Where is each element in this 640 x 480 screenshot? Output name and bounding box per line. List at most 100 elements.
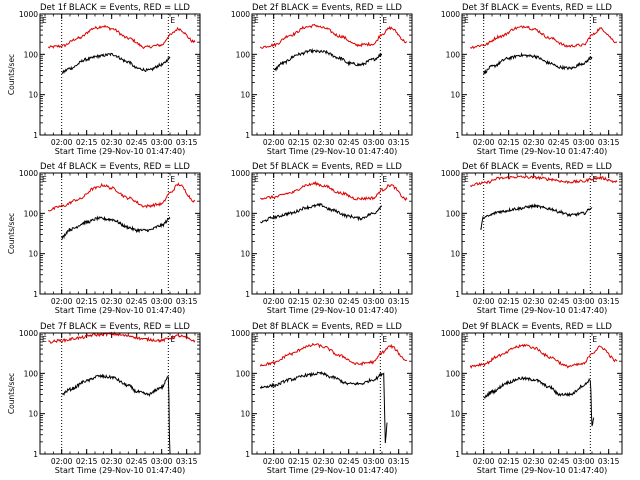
end-marker: E: [170, 335, 175, 344]
event-rate-line: [259, 370, 388, 444]
y-tick-label: 100: [446, 369, 461, 378]
x-tick-label: 03:00: [151, 457, 173, 466]
x-tick-label: 02:00: [263, 297, 285, 306]
x-tick-label: 02:30: [313, 138, 335, 147]
x-tick-label: 02:45: [126, 138, 148, 147]
end-marker: E: [170, 16, 175, 25]
x-tick-label: 03:15: [598, 457, 620, 466]
panel-8: Det 8f BLACK = Events, RED = LLD Start Ti…: [231, 322, 413, 475]
plot-frame: [461, 13, 623, 136]
end-marker: E: [592, 335, 597, 344]
event-rate-line: [480, 203, 593, 230]
x-tick-label: 02:00: [473, 457, 495, 466]
y-tick-label: 1000: [441, 10, 460, 19]
x-tick-label: 02:30: [101, 457, 123, 466]
y-tick-label: 1: [245, 450, 250, 459]
y-tick-label: 1000: [231, 10, 250, 19]
start-marker: E: [254, 16, 259, 25]
x-axis-label: Start Time (29-Nov-10 01:47:40): [267, 147, 397, 156]
x-tick-label: 03:15: [598, 138, 620, 147]
x-tick-label: 03:15: [176, 138, 198, 147]
x-tick-label: 02:15: [288, 457, 310, 466]
y-tick-label: 10: [450, 91, 460, 100]
y-tick-label: 1000: [19, 10, 38, 19]
event-rate-line: [61, 373, 172, 455]
event-rate-line: [273, 47, 382, 72]
lld-rate-line: [469, 175, 618, 188]
y-tick-label: 10: [240, 91, 250, 100]
plot-frame: [251, 172, 413, 295]
x-tick-label: 02:00: [263, 457, 285, 466]
x-tick-label: 03:15: [388, 297, 410, 306]
plot-frame: [251, 13, 413, 136]
panel-title: Det 1f BLACK = Events, RED = LLD: [40, 3, 190, 13]
x-tick-label: 02:00: [51, 297, 73, 306]
x-axis-label: Start Time (29-Nov-10 01:47:40): [477, 466, 607, 475]
y-tick-label: 10: [28, 91, 38, 100]
y-tick-label: 1000: [231, 329, 250, 338]
y-tick-label: 1: [245, 131, 250, 140]
x-tick-label: 03:00: [573, 457, 595, 466]
y-tick-label: 1: [455, 450, 460, 459]
panel-title: Det 8f BLACK = Events, RED = LLD: [252, 322, 402, 332]
x-tick-label: 03:15: [388, 457, 410, 466]
panel-title: Det 2f BLACK = Events, RED = LLD: [252, 3, 402, 13]
y-tick-label: 1: [33, 131, 38, 140]
panel-title: Det 6f BLACK = Events, RED = LLD: [462, 162, 612, 172]
x-tick-label: 02:30: [101, 138, 123, 147]
x-tick-label: 03:15: [176, 457, 198, 466]
x-tick-label: 02:15: [76, 138, 98, 147]
panel-title: Det 7f BLACK = Events, RED = LLD: [40, 322, 190, 332]
y-tick-label: 1000: [231, 169, 250, 178]
plot-frame: [461, 172, 623, 295]
lld-rate-line: [259, 180, 408, 202]
x-axis-label: Start Time (29-Nov-10 01:47:40): [267, 306, 397, 315]
panel-4: Det 4f BLACK = Events, RED = LLD Counts/s…: [7, 162, 201, 315]
x-tick-label: 02:45: [126, 297, 148, 306]
start-marker: E: [464, 175, 469, 184]
x-tick-label: 02:30: [523, 138, 545, 147]
end-marker: E: [592, 175, 597, 184]
plot-frame: [39, 172, 201, 295]
x-tick-label: 03:00: [151, 138, 173, 147]
y-tick-label: 1000: [441, 169, 460, 178]
y-tick-label: 1: [33, 290, 38, 299]
plot-frame: [461, 332, 623, 455]
end-marker: E: [382, 175, 387, 184]
y-axis-label: Counts/sec: [7, 373, 16, 414]
panel-6: Det 6f BLACK = Events, RED = LLD Start Ti…: [441, 162, 623, 315]
panel-5: Det 5f BLACK = Events, RED = LLD Start Ti…: [231, 162, 413, 315]
panel-7: Det 7f BLACK = Events, RED = LLD Counts/s…: [7, 322, 201, 475]
x-tick-label: 03:00: [573, 138, 595, 147]
lld-rate-line: [469, 343, 618, 369]
y-tick-label: 100: [446, 50, 461, 59]
x-tick-label: 03:00: [363, 138, 385, 147]
y-tick-label: 10: [240, 250, 250, 259]
x-tick-label: 02:45: [338, 457, 360, 466]
plot-frame: [39, 13, 201, 136]
x-tick-label: 03:00: [363, 297, 385, 306]
y-tick-label: 1000: [441, 329, 460, 338]
start-marker: E: [42, 175, 47, 184]
event-rate-line: [483, 375, 595, 427]
panel-title: Det 3f BLACK = Events, RED = LLD: [462, 3, 612, 13]
end-marker: E: [592, 16, 597, 25]
end-marker: E: [382, 335, 387, 344]
y-tick-label: 10: [28, 410, 38, 419]
start-marker: E: [464, 335, 469, 344]
x-tick-label: 03:15: [388, 138, 410, 147]
y-tick-label: 1: [455, 131, 460, 140]
x-axis-label: Start Time (29-Nov-10 01:47:40): [55, 306, 185, 315]
start-marker: E: [464, 16, 469, 25]
lld-rate-line: [259, 342, 408, 367]
plot-frame: [251, 332, 413, 455]
x-tick-label: 02:00: [473, 138, 495, 147]
y-tick-label: 10: [28, 250, 38, 259]
panel-3: Det 3f BLACK = Events, RED = LLD Start Ti…: [441, 3, 623, 156]
x-tick-label: 02:45: [548, 297, 570, 306]
start-marker: E: [42, 335, 47, 344]
event-rate-line: [61, 215, 171, 240]
x-axis-label: Start Time (29-Nov-10 01:47:40): [55, 147, 185, 156]
panel-title: Det 9f BLACK = Events, RED = LLD: [462, 322, 612, 332]
